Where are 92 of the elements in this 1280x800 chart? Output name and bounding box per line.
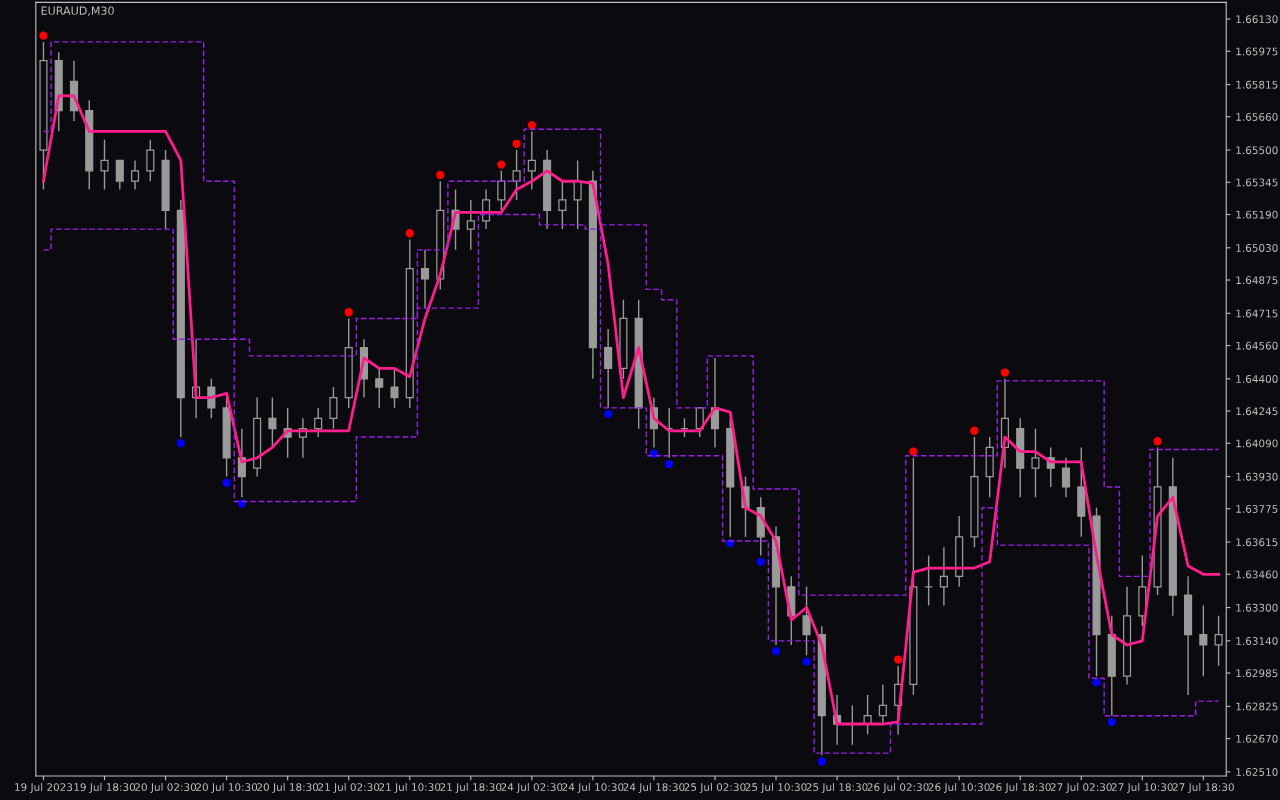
candlestick: [527, 130, 536, 191]
x-tick-label: 25 Jul 02:30: [684, 782, 746, 793]
point: [1092, 678, 1101, 687]
candlestick: [100, 138, 109, 191]
candlestick: [146, 138, 155, 182]
point: [405, 229, 414, 238]
candlestick: [802, 586, 811, 657]
x-tick-label: 19 Jul 18:30: [74, 782, 136, 793]
point: [970, 426, 979, 435]
candlestick: [115, 159, 124, 191]
x-tick-label: 20 Jul 10:30: [196, 782, 258, 793]
point: [817, 757, 826, 766]
y-tick-label: 1.64715: [1236, 309, 1278, 318]
point: [893, 655, 903, 664]
candlestick: [558, 180, 567, 230]
y-tick-label: 1.64245: [1236, 407, 1278, 416]
candlestick: [466, 199, 475, 251]
y-tick-label: 1.65660: [1236, 113, 1278, 121]
candlestick: [604, 328, 613, 409]
x-tick-label: 25 Jul 18:30: [806, 782, 868, 793]
y-tick-label: 1.63140: [1236, 637, 1278, 645]
x-tick-label: 24 Jul 18:30: [623, 782, 685, 793]
candlestick: [390, 367, 399, 409]
y-tick-label: 1.62670: [1236, 734, 1278, 743]
y-tick-label: 1.63300: [1236, 603, 1278, 612]
candlestick: [314, 407, 323, 438]
candlestick: [512, 149, 521, 201]
x-tick-label: 27 Jul 18:30: [1172, 782, 1234, 793]
y-tick-label: 1.64560: [1236, 341, 1278, 350]
x-tick-label: 21 Jul 02:30: [318, 782, 380, 793]
point: [1107, 717, 1116, 727]
point: [756, 557, 765, 566]
y-tick-label: 1.64090: [1236, 439, 1278, 448]
point: [1000, 368, 1010, 377]
y-tick-label: 1.65815: [1236, 80, 1278, 89]
point: [771, 647, 781, 656]
point: [497, 160, 506, 169]
y-tick-label: 1.62510: [1236, 768, 1278, 776]
x-tick-label: 24 Jul 02:30: [501, 782, 563, 793]
x-tick-label: 21 Jul 10:30: [379, 782, 441, 793]
candlestick: [1061, 457, 1071, 499]
x-tick-label: 24 Jul 10:30: [562, 782, 624, 793]
x-tick-label: 21 Jul 18:30: [440, 782, 502, 793]
point: [237, 499, 247, 508]
y-tick-label: 1.66130: [1236, 15, 1278, 24]
y-tick-label: 1.65190: [1236, 210, 1278, 219]
point: [39, 31, 48, 40]
candlestick: [939, 546, 948, 607]
y-tick-label: 1.62825: [1236, 702, 1278, 711]
candlestick: [497, 170, 506, 212]
x-tick-label: 25 Jul 10:30: [745, 782, 807, 793]
candlestick: [420, 249, 430, 309]
y-tick-label: 1.63615: [1236, 538, 1278, 547]
y-tick-label: 1.64400: [1236, 375, 1278, 383]
y-tick-label: 1.65345: [1236, 178, 1278, 187]
point: [649, 449, 659, 458]
x-tick-label: 26 Jul 18:30: [989, 782, 1051, 793]
y-tick-label: 1.65975: [1236, 47, 1278, 56]
y-tick-label: 1.64875: [1236, 276, 1278, 285]
candlestick: [329, 386, 338, 430]
chart-title: EURAUD,M30: [41, 6, 114, 16]
y-tick-label: 1.65030: [1236, 244, 1278, 252]
point: [603, 409, 613, 419]
candlestick: [1199, 604, 1208, 677]
y-tick-label: 1.63460: [1236, 570, 1278, 579]
x-tick-label: 26 Jul 10:30: [928, 782, 990, 793]
point: [527, 120, 537, 130]
point: [909, 447, 918, 456]
y-tick-label: 1.62985: [1236, 669, 1278, 678]
y-tick-label: 1.63930: [1236, 472, 1278, 481]
candlestick: [1214, 615, 1223, 667]
candlestick: [1031, 428, 1040, 499]
line-series: [42, 94, 1220, 726]
point: [176, 439, 185, 448]
x-tick-label: 27 Jul 02:30: [1050, 782, 1112, 793]
x-tick-label: 19 Jul 2023: [15, 782, 73, 793]
candlestick: [878, 683, 887, 725]
point: [436, 170, 445, 180]
candlestick: [130, 159, 140, 191]
y-tick-label: 1.65500: [1236, 146, 1278, 155]
x-tick-label: 26 Jul 02:30: [867, 782, 929, 793]
point: [802, 657, 811, 666]
point: [1153, 437, 1162, 446]
point: [665, 459, 674, 469]
x-tick-label: 20 Jul 02:30: [135, 782, 197, 793]
x-tick-label: 20 Jul 18:30: [257, 782, 319, 793]
candlestick: [375, 367, 384, 409]
x-tick-label: 27 Jul 10:30: [1111, 782, 1173, 793]
point: [512, 139, 521, 148]
point: [344, 308, 353, 317]
point: [222, 478, 231, 487]
y-tick-label: 1.63775: [1236, 505, 1278, 513]
